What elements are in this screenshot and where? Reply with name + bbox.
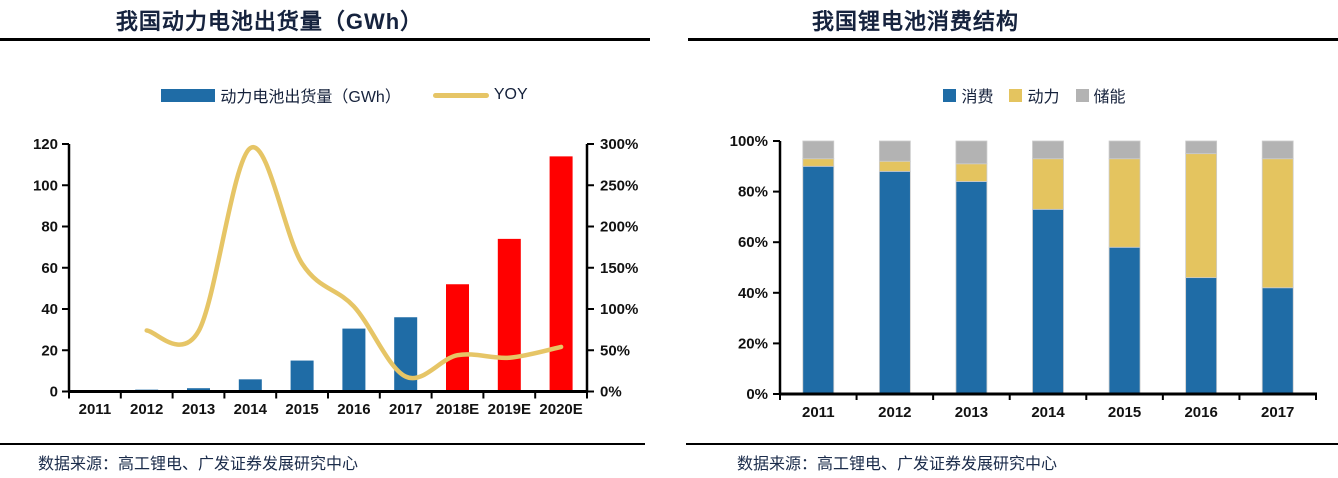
legend-consumption: 消费 动力 储能 <box>669 83 1338 107</box>
svg-text:2012: 2012 <box>878 404 911 421</box>
svg-text:2011: 2011 <box>79 401 112 418</box>
stack-2011-消费 <box>802 165 835 395</box>
bar-2018E <box>446 284 469 392</box>
plot-area: 0 20 40 60 80 100 120 0% 50% 100% 150% 200% 250% 300%… <box>33 136 638 418</box>
stack-2014-动力 <box>1032 158 1064 210</box>
stack-2013-动力 <box>955 163 988 182</box>
bar-2019E <box>497 238 521 392</box>
svg-text:100%: 100% <box>600 301 638 318</box>
stack-2015-消费 <box>1108 246 1141 395</box>
bar-2014 <box>238 379 262 392</box>
stack-2016-消费 <box>1185 277 1218 395</box>
svg-text:2018E: 2018E <box>436 401 479 418</box>
svg-text:2019E: 2019E <box>488 401 531 418</box>
legend-label: 消费 <box>961 89 994 106</box>
line-swatch-icon <box>432 92 489 98</box>
svg-text:2017: 2017 <box>389 401 422 418</box>
svg-text:2016: 2016 <box>1184 404 1217 421</box>
svg-text:2015: 2015 <box>285 401 318 418</box>
legend-shipments: 动力电池出货量（GWh） YOY <box>0 83 669 107</box>
stack-2015-储能 <box>1108 140 1141 160</box>
source-rule <box>686 443 1338 445</box>
svg-text:2014: 2014 <box>234 401 268 418</box>
plot-area: 0% 20% 40% 60% 80% 100% 2011 2012 2013 2014 2015 20… <box>730 133 1317 421</box>
stack-2013-消费 <box>955 181 988 395</box>
legend-item-consumer: 消费 <box>943 83 993 107</box>
stack-2011-储能 <box>802 140 835 160</box>
stack-2012-动力 <box>878 160 911 172</box>
svg-text:2016: 2016 <box>337 401 370 418</box>
data-source: 数据来源：高工锂电、广发证券发展研究中心 <box>38 456 359 473</box>
stack-2016-储能 <box>1185 140 1218 155</box>
legend-item-storage: 储能 <box>1075 83 1126 107</box>
svg-text:2017: 2017 <box>1261 404 1294 421</box>
svg-text:100%: 100% <box>730 133 768 150</box>
svg-text:2013: 2013 <box>955 404 988 421</box>
svg-text:2012: 2012 <box>130 401 163 418</box>
shipments-chart: 0 20 40 60 80 100 120 0% 50% 100% 150% 200% 250% 300%… <box>33 136 638 418</box>
stack-2013-储能 <box>955 140 988 165</box>
svg-text:100: 100 <box>33 177 58 194</box>
svg-text:2014: 2014 <box>1031 404 1065 421</box>
stack-2014-消费 <box>1032 208 1064 395</box>
legend-label: YOY <box>493 86 528 103</box>
square-swatch-icon <box>1075 88 1089 102</box>
square-swatch-icon <box>943 88 957 102</box>
svg-text:2011: 2011 <box>802 404 835 421</box>
legend-item-power: 动力 <box>1009 83 1060 107</box>
title-rule <box>688 38 1338 41</box>
svg-text:2013: 2013 <box>182 401 215 418</box>
svg-text:2015: 2015 <box>1108 404 1141 421</box>
stack-2016-动力 <box>1185 153 1218 279</box>
stack-2014-储能 <box>1032 140 1064 160</box>
svg-text:0%: 0% <box>600 384 622 401</box>
page-title: 我国锂电池消费结构 <box>811 9 1019 34</box>
square-swatch-icon <box>1009 88 1023 102</box>
legend-item-yoy: YOY <box>401 86 528 104</box>
legend-label: 动力 <box>1027 89 1060 106</box>
svg-text:2020E: 2020E <box>539 401 582 418</box>
stack-2017-储能 <box>1261 140 1294 160</box>
svg-text:80%: 80% <box>738 184 768 201</box>
data-source: 数据来源：高工锂电、广发证券发展研究中心 <box>737 456 1058 473</box>
bar-2013 <box>187 388 210 392</box>
legend-label: 储能 <box>1093 89 1126 106</box>
bar-2020E <box>549 156 573 392</box>
panel-battery-shipments: 我国动力电池出货量（GWh） 动力电池出货量（GWh） YOY 0 20 40 60 8… <box>0 9 669 473</box>
bar-2015 <box>290 360 314 392</box>
bar-swatch-icon <box>161 88 216 102</box>
svg-text:40%: 40% <box>738 285 768 302</box>
yoy-line <box>144 145 564 381</box>
stack-2017-消费 <box>1261 287 1294 395</box>
svg-text:250%: 250% <box>600 177 638 194</box>
stack-2011-动力 <box>802 158 835 167</box>
stack-2015-动力 <box>1108 158 1141 248</box>
svg-text:60: 60 <box>41 260 58 277</box>
bar-2016 <box>342 328 366 392</box>
stack-2012-储能 <box>878 140 911 162</box>
svg-text:300%: 300% <box>600 136 638 153</box>
stack-2017-动力 <box>1261 158 1294 289</box>
svg-text:60%: 60% <box>738 234 768 251</box>
svg-text:20: 20 <box>41 342 58 359</box>
legend-label: 动力电池出货量（GWh） <box>220 89 401 106</box>
svg-text:150%: 150% <box>600 260 638 277</box>
svg-text:0: 0 <box>50 384 58 401</box>
svg-text:40: 40 <box>41 301 58 318</box>
svg-text:80: 80 <box>41 219 58 236</box>
consumption-chart: 0% 20% 40% 60% 80% 100% 2011 2012 2013 2014 2015 20… <box>730 133 1317 421</box>
title-rule <box>0 38 650 41</box>
svg-text:20%: 20% <box>738 335 768 352</box>
page-title: 我国动力电池出货量（GWh） <box>115 9 424 34</box>
panel-consumption-structure: 我国锂电池消费结构 消费 动力 储能 0% 20% 40% 60% 80% 100% 201… <box>669 0 1338 478</box>
svg-text:120: 120 <box>33 136 58 153</box>
svg-text:50%: 50% <box>600 342 630 359</box>
svg-text:200%: 200% <box>600 219 638 236</box>
svg-text:0%: 0% <box>746 386 768 403</box>
legend-item-shipments: 动力电池出货量（GWh） <box>161 83 401 107</box>
stack-2012-消费 <box>878 170 911 395</box>
source-rule <box>0 443 645 445</box>
